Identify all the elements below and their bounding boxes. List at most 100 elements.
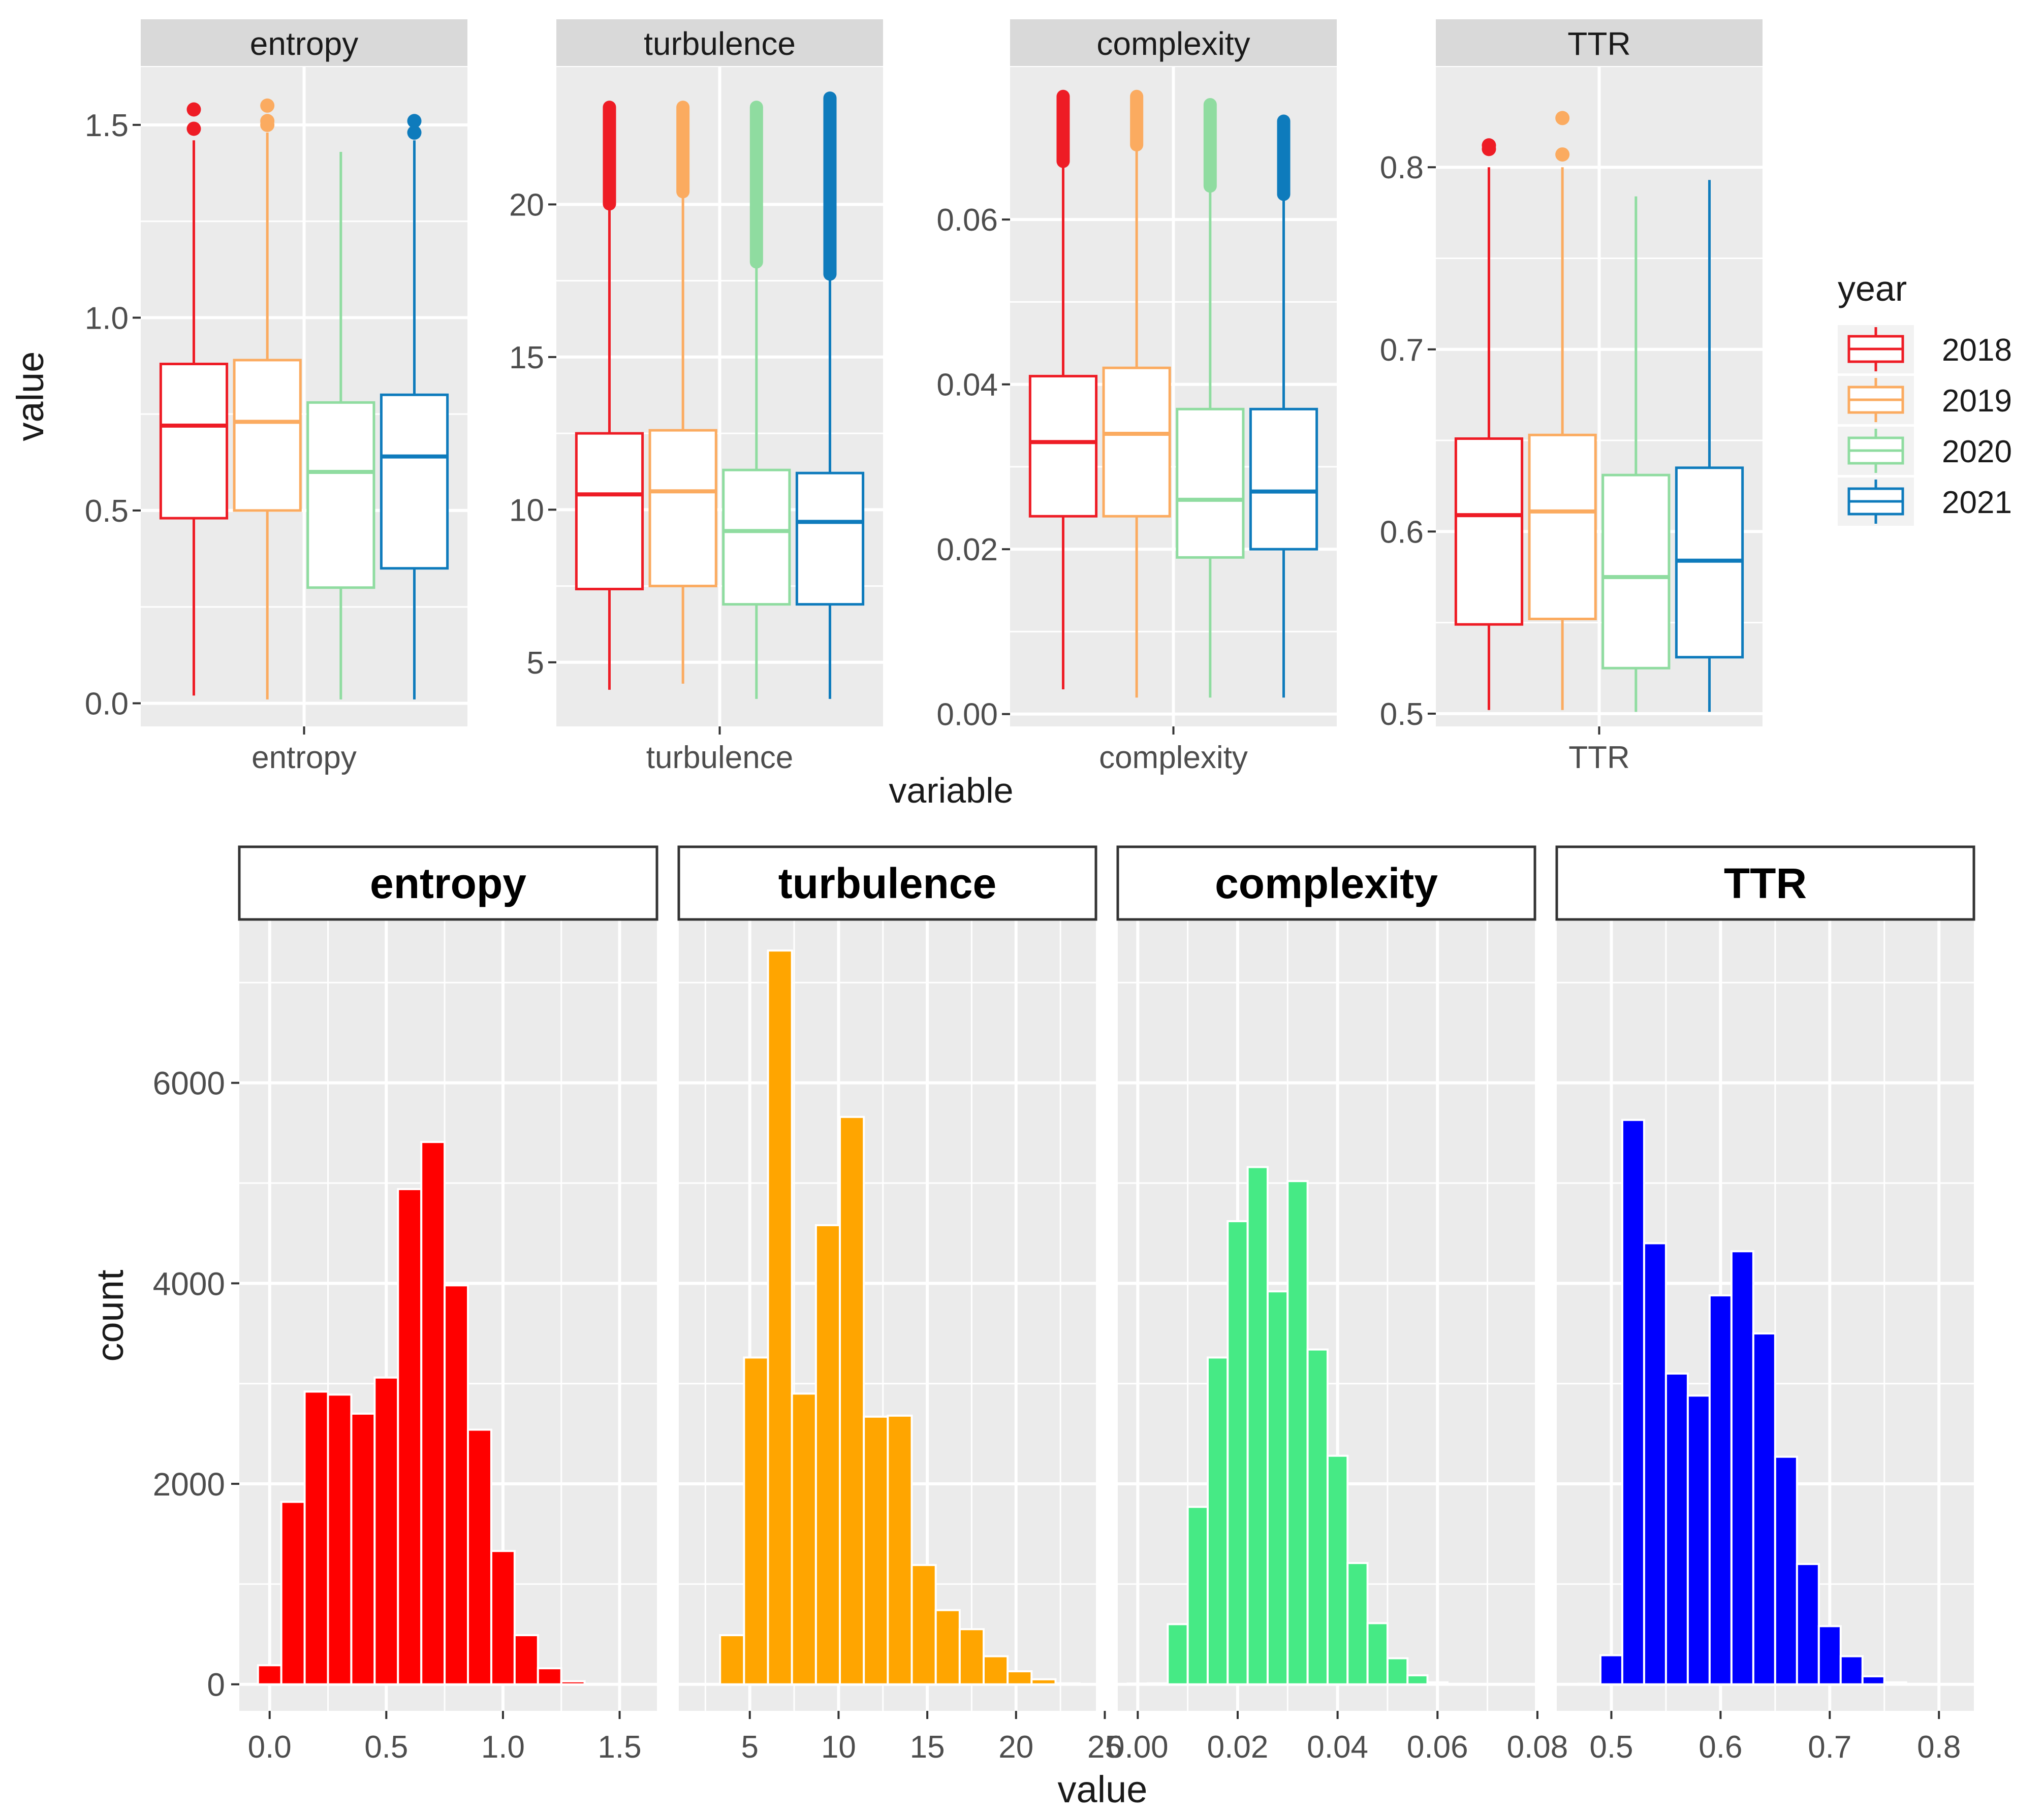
histogram-bar	[1266, 1290, 1289, 1685]
year-legend: year 2018 2019 2020 2021	[1838, 269, 2012, 526]
histogram-bar	[791, 1392, 817, 1685]
strip-label: TTR	[1567, 25, 1630, 62]
box-iqr	[795, 471, 865, 606]
x-tick-label: 10	[821, 1730, 856, 1765]
box-iqr	[233, 359, 302, 512]
histogram-bar	[1167, 1623, 1189, 1685]
x-tick-label: 0.5	[1589, 1730, 1633, 1765]
x-tick-label: 25	[1087, 1730, 1122, 1765]
box-iqr	[1176, 407, 1245, 559]
histogram-bar	[1621, 1119, 1645, 1685]
x-tick-label: 0.02	[1207, 1730, 1269, 1765]
histogram-bar	[444, 1284, 469, 1685]
histogram-bar	[1752, 1332, 1776, 1685]
y-tick-label: 6000	[153, 1065, 225, 1102]
histogram-bar	[1054, 1682, 1081, 1685]
histogram-bar	[839, 1116, 865, 1685]
histogram-bar	[1386, 1657, 1409, 1685]
histogram-bar	[303, 1390, 329, 1685]
strip-label: entropy	[250, 25, 358, 62]
x-tick-label: 1.5	[598, 1730, 641, 1765]
histogram-bar	[1643, 1242, 1667, 1685]
histogram-panel-entropy: 0.0 0.5 1.0 1.5 entropy	[238, 845, 658, 1765]
legend-key-2018: 2018	[1838, 325, 2012, 373]
histogram-bar	[373, 1376, 399, 1685]
outlier-band	[603, 101, 616, 211]
histogram-bar	[1817, 1625, 1842, 1685]
histogram-bar	[1366, 1622, 1389, 1685]
x-tick-label: 0.5	[364, 1730, 408, 1765]
outlier-point	[186, 121, 201, 136]
histogram-panel-turbulence: 5 10 15 20 25 turbulence	[677, 845, 1122, 1765]
histogram-bar	[934, 1609, 961, 1685]
strip-background	[1010, 19, 1337, 66]
box-iqr	[1028, 374, 1098, 518]
legend-key-2020: 2020	[1838, 427, 2012, 475]
outlier-point	[260, 98, 275, 113]
histogram-bar	[490, 1550, 516, 1685]
histogram-bar	[814, 1224, 841, 1685]
outlier-point	[407, 125, 422, 140]
outlier-band	[823, 91, 837, 281]
boxplot-panel-turbulence: 5 10 15 20 turbulence turbulence	[509, 19, 883, 775]
strip-background	[556, 19, 883, 66]
y-tick-label: 0.5	[1380, 697, 1424, 732]
y-tick-label: 0.6	[1380, 515, 1424, 550]
x-tick-label: 0.00	[1107, 1730, 1169, 1765]
box-2020	[1601, 196, 1671, 712]
box-2019	[648, 101, 717, 684]
y-tick-label: 0.8	[1380, 150, 1424, 185]
boxplot-panel-complexity: 0.00 0.02 0.04 0.06 complexity complexity	[936, 19, 1337, 775]
strip-label: turbulence	[644, 25, 796, 62]
histogram-bar	[1861, 1675, 1885, 1685]
y-tick-label: 0.7	[1380, 333, 1424, 368]
y-tick-label: 0	[207, 1667, 225, 1703]
box-2019	[1102, 89, 1171, 698]
x-tick-label: complexity	[1099, 740, 1248, 775]
outlier-band	[1203, 98, 1217, 193]
box-iqr	[1601, 473, 1671, 670]
x-tick-label: 0.7	[1808, 1730, 1851, 1765]
x-tick-label: 0.08	[1507, 1730, 1568, 1765]
outlier-point	[260, 114, 275, 129]
strip-background	[677, 845, 1097, 921]
y-tick-label: 4000	[153, 1265, 225, 1302]
strip-background	[1436, 19, 1763, 66]
box-iqr	[159, 362, 229, 520]
legend-key-2019: 2019	[1838, 376, 2012, 424]
y-tick-label: 1.0	[85, 301, 129, 336]
histogram-bar	[1406, 1674, 1429, 1685]
box-2021	[1675, 180, 1744, 712]
strip-background	[238, 845, 658, 921]
y-tick-label: 0.02	[936, 532, 998, 567]
y-tick-label: 0.00	[936, 697, 998, 733]
x-tick-label: turbulence	[646, 740, 794, 775]
box-2020	[306, 151, 375, 699]
legend-label: 2021	[1942, 485, 2012, 520]
y-tick-label: 10	[509, 493, 544, 528]
x-tick-label: 0.6	[1699, 1730, 1742, 1765]
histogram-bar	[1839, 1655, 1864, 1685]
histogram-bar	[1227, 1220, 1249, 1685]
histogram-bar	[1146, 1682, 1169, 1685]
boxplot-chart: 0.0 0.5 1.0 1.5 entropy entropy 5 10 15 20 turbule…	[9, 19, 2012, 810]
histogram-bar	[910, 1564, 937, 1685]
boxplot-panel-entropy: 0.0 0.5 1.0 1.5 entropy entropy	[85, 19, 467, 775]
box-iqr	[1249, 407, 1318, 551]
strip-background	[1555, 845, 1975, 921]
histogram-bar	[1326, 1454, 1349, 1685]
histogram-bar	[1708, 1294, 1733, 1685]
histogram-bar	[327, 1393, 353, 1685]
histogram-bar	[887, 1414, 913, 1685]
histogram-bar	[719, 1634, 745, 1685]
histogram-bar	[1246, 1166, 1269, 1685]
box-iqr	[575, 432, 644, 591]
y-tick-label: 1.5	[85, 108, 129, 143]
outlier-band	[1130, 89, 1144, 152]
strip-background	[141, 19, 467, 66]
histogram-bar	[1346, 1562, 1369, 1685]
y-tick-label: 0.0	[85, 686, 129, 721]
histogram-bar	[257, 1664, 282, 1685]
strip-label: TTR	[1724, 860, 1807, 907]
outlier-point	[1555, 147, 1570, 162]
